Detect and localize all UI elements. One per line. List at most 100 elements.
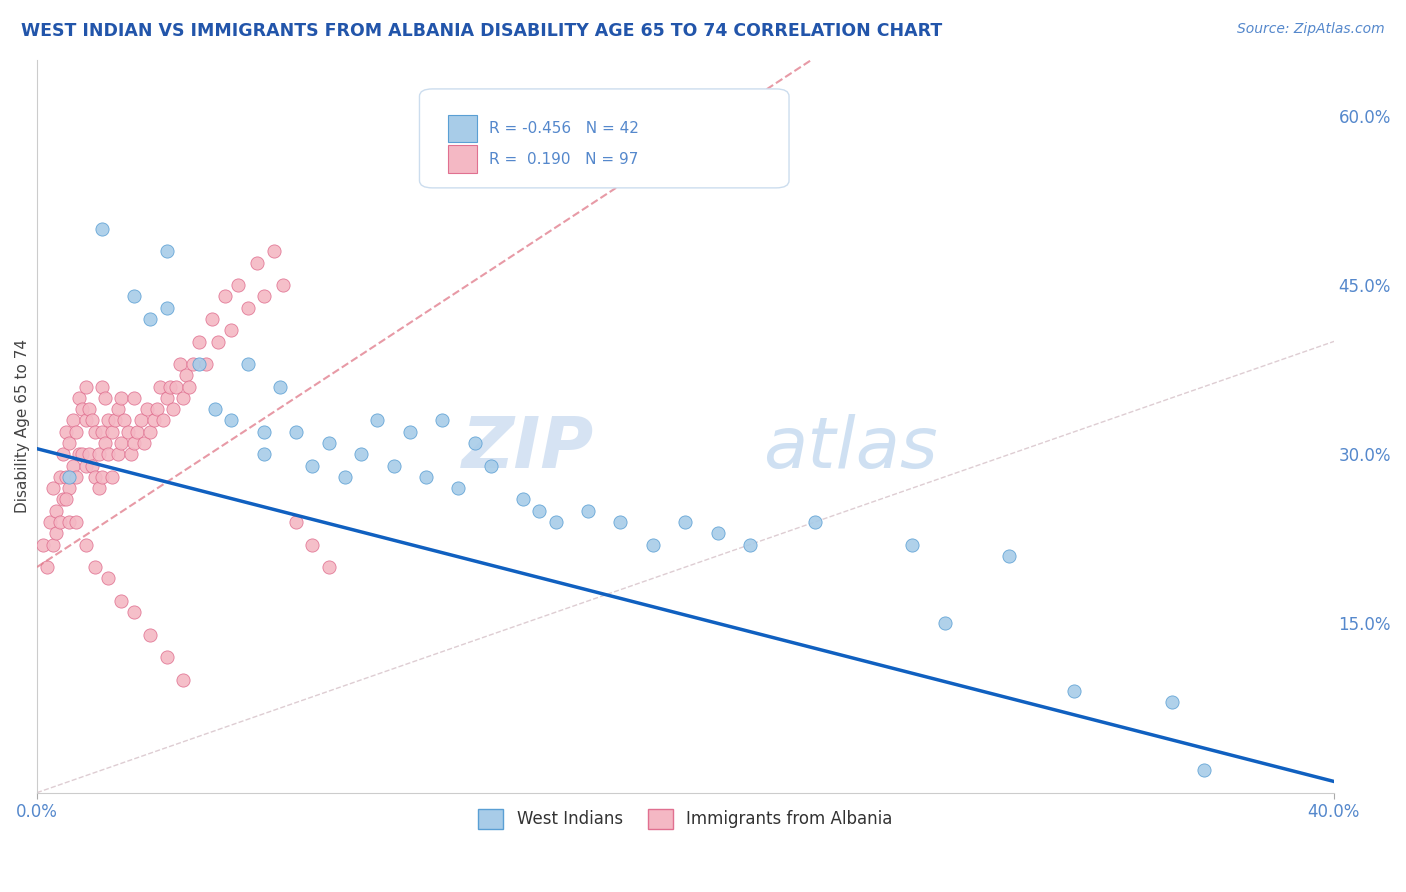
Point — [84, 425, 107, 439]
Point — [301, 458, 323, 473]
Point — [934, 616, 956, 631]
Point — [236, 357, 259, 371]
Point — [136, 402, 159, 417]
Point — [285, 515, 308, 529]
Point — [104, 413, 127, 427]
Point — [38, 515, 60, 529]
Point — [139, 425, 162, 439]
Point — [94, 436, 117, 450]
Point — [529, 504, 551, 518]
Point — [172, 391, 194, 405]
Point — [146, 402, 169, 417]
Legend: West Indians, Immigrants from Albania: West Indians, Immigrants from Albania — [471, 802, 898, 836]
Point — [55, 492, 77, 507]
Point — [142, 413, 165, 427]
FancyBboxPatch shape — [449, 114, 477, 143]
Point — [236, 301, 259, 315]
Point — [122, 436, 145, 450]
Point — [159, 379, 181, 393]
Point — [67, 447, 90, 461]
Point — [75, 413, 97, 427]
Point — [673, 515, 696, 529]
Point — [90, 221, 112, 235]
Point — [1063, 684, 1085, 698]
Point — [156, 391, 179, 405]
Point — [100, 425, 122, 439]
Text: R =  0.190   N = 97: R = 0.190 N = 97 — [489, 152, 638, 167]
Point — [87, 447, 110, 461]
Point — [576, 504, 599, 518]
Point — [544, 515, 567, 529]
Point — [207, 334, 229, 349]
Point — [350, 447, 373, 461]
Point — [87, 481, 110, 495]
Point — [42, 537, 65, 551]
Point — [84, 560, 107, 574]
Point — [132, 436, 155, 450]
Point — [72, 447, 94, 461]
Point — [246, 255, 269, 269]
FancyBboxPatch shape — [449, 145, 477, 173]
Point — [107, 447, 129, 461]
Point — [512, 492, 534, 507]
Point — [48, 470, 70, 484]
Point — [201, 312, 224, 326]
Point — [273, 278, 295, 293]
Point — [174, 368, 197, 383]
Point — [45, 526, 67, 541]
Point — [94, 391, 117, 405]
Point — [97, 571, 120, 585]
Point — [221, 323, 243, 337]
Point — [90, 425, 112, 439]
Point — [204, 402, 226, 417]
Text: WEST INDIAN VS IMMIGRANTS FROM ALBANIA DISABILITY AGE 65 TO 74 CORRELATION CHART: WEST INDIAN VS IMMIGRANTS FROM ALBANIA D… — [21, 22, 942, 40]
Point — [42, 481, 65, 495]
Point — [214, 289, 236, 303]
Point — [740, 537, 762, 551]
Point — [901, 537, 924, 551]
Point — [165, 379, 187, 393]
Point — [122, 289, 145, 303]
Point — [80, 458, 103, 473]
Point — [77, 447, 100, 461]
Point — [318, 436, 340, 450]
Point — [333, 470, 356, 484]
Point — [998, 549, 1021, 563]
Point — [149, 379, 172, 393]
FancyBboxPatch shape — [419, 89, 789, 188]
Point — [179, 379, 201, 393]
Point — [65, 470, 87, 484]
Point — [97, 447, 120, 461]
Point — [382, 458, 405, 473]
Point — [67, 391, 90, 405]
Point — [366, 413, 388, 427]
Text: Source: ZipAtlas.com: Source: ZipAtlas.com — [1237, 22, 1385, 37]
Point — [139, 312, 162, 326]
Point — [122, 605, 145, 619]
Y-axis label: Disability Age 65 to 74: Disability Age 65 to 74 — [15, 339, 30, 513]
Point — [172, 673, 194, 687]
Text: ZIP: ZIP — [463, 414, 595, 483]
Point — [77, 402, 100, 417]
Point — [90, 379, 112, 393]
Point — [65, 425, 87, 439]
Point — [1160, 695, 1182, 709]
Point — [58, 515, 80, 529]
Point — [804, 515, 827, 529]
Point — [156, 244, 179, 259]
Point — [156, 650, 179, 665]
Point — [162, 402, 184, 417]
Point — [139, 628, 162, 642]
Point — [609, 515, 631, 529]
Point — [122, 391, 145, 405]
Point — [62, 413, 84, 427]
Point — [75, 537, 97, 551]
Point — [120, 447, 142, 461]
Point — [55, 470, 77, 484]
Point — [415, 470, 437, 484]
Point — [52, 447, 75, 461]
Point — [285, 425, 308, 439]
Point — [58, 436, 80, 450]
Point — [110, 391, 132, 405]
Point — [62, 458, 84, 473]
